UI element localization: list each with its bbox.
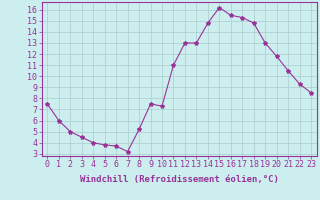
X-axis label: Windchill (Refroidissement éolien,°C): Windchill (Refroidissement éolien,°C) (80, 175, 279, 184)
